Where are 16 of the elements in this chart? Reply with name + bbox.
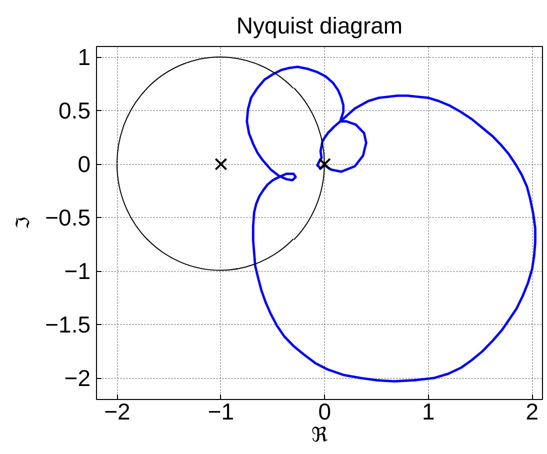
x-tick-label: 1 xyxy=(422,398,435,424)
x-tick-label: 2 xyxy=(526,398,539,424)
x-tick-label: −1 xyxy=(208,398,234,424)
y-tick-label: −1 xyxy=(64,258,91,284)
y-tick-label: 0 xyxy=(78,151,91,178)
y-tick-label: −2 xyxy=(64,365,91,392)
y-tick-label: −1.5 xyxy=(45,312,90,338)
y-axis-title: ℑ xyxy=(13,216,34,230)
x-tick-label: −2 xyxy=(104,398,130,424)
x-tick-label: 0 xyxy=(318,398,332,424)
x-axis-title: ℜ xyxy=(311,422,328,446)
y-tick-label: 1 xyxy=(78,44,91,70)
y-tick-label: 0.5 xyxy=(58,98,91,124)
y-tick-label: −0.5 xyxy=(45,204,90,231)
chart-title: Nyquist diagram xyxy=(236,12,403,38)
line-series xyxy=(246,66,536,383)
